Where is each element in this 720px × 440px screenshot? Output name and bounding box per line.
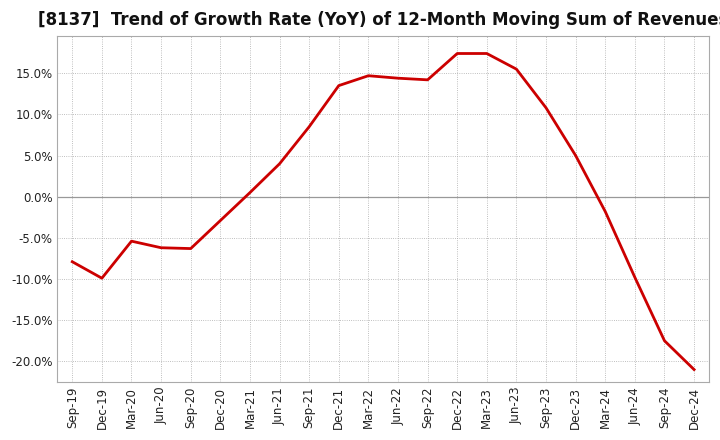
Title: [8137]  Trend of Growth Rate (YoY) of 12-Month Moving Sum of Revenues: [8137] Trend of Growth Rate (YoY) of 12-… (38, 11, 720, 29)
